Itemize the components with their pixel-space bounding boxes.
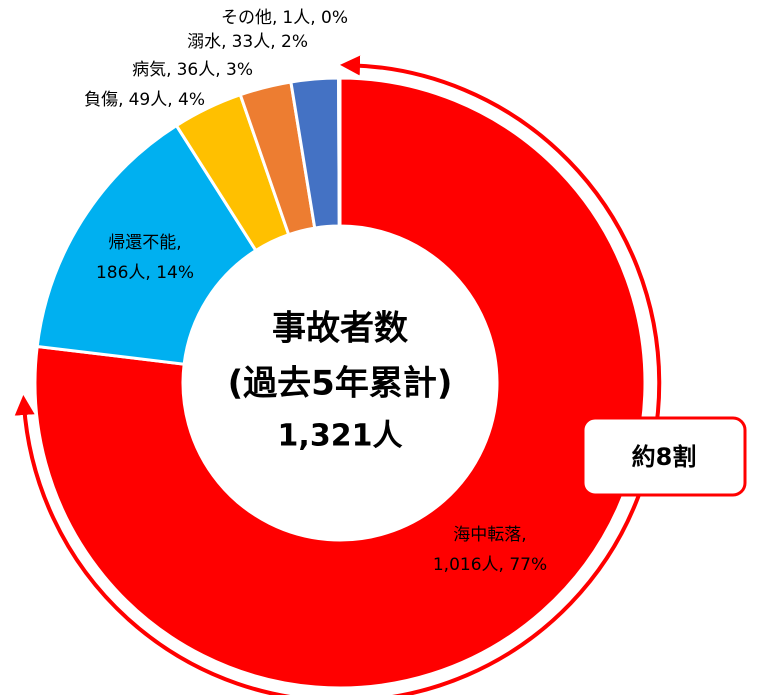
data-label-group: 溺水, 33人, 2% [187, 32, 308, 52]
slice [337, 76, 342, 228]
data-label-group: その他, 1人, 0% [221, 8, 348, 28]
data-label-name: 海中転落, [453, 525, 526, 545]
data-label: 186人, 14% [96, 263, 194, 283]
data-label-name: 溺水, [187, 32, 226, 52]
annotation: 約8割 [632, 443, 697, 471]
data-label-name: 病気, [132, 60, 171, 80]
data-label: 1,016人, 77% [433, 555, 547, 575]
data-label-name: 負傷, [84, 90, 123, 110]
data-label: 1人, 0% [282, 8, 348, 28]
data-label-group: 負傷, 49人, 4% [84, 90, 205, 110]
slice [35, 123, 258, 366]
data-label: 33人, 2% [232, 32, 308, 52]
annotation-box [581, 416, 747, 497]
center-total: 1,321人 [278, 419, 403, 454]
center-title: 事故者数 [272, 309, 408, 349]
data-label: 49人, 4% [129, 90, 205, 110]
center-subtitle: (過去5年累計) [228, 364, 453, 404]
data-label-group: 病気, 36人, 3% [132, 60, 253, 80]
arrow [14, 55, 662, 699]
data-label: 36人, 3% [177, 60, 253, 80]
data-label-name: 帰還不能, [108, 233, 181, 253]
data-label-name: その他, [221, 8, 277, 28]
slice [33, 76, 647, 690]
